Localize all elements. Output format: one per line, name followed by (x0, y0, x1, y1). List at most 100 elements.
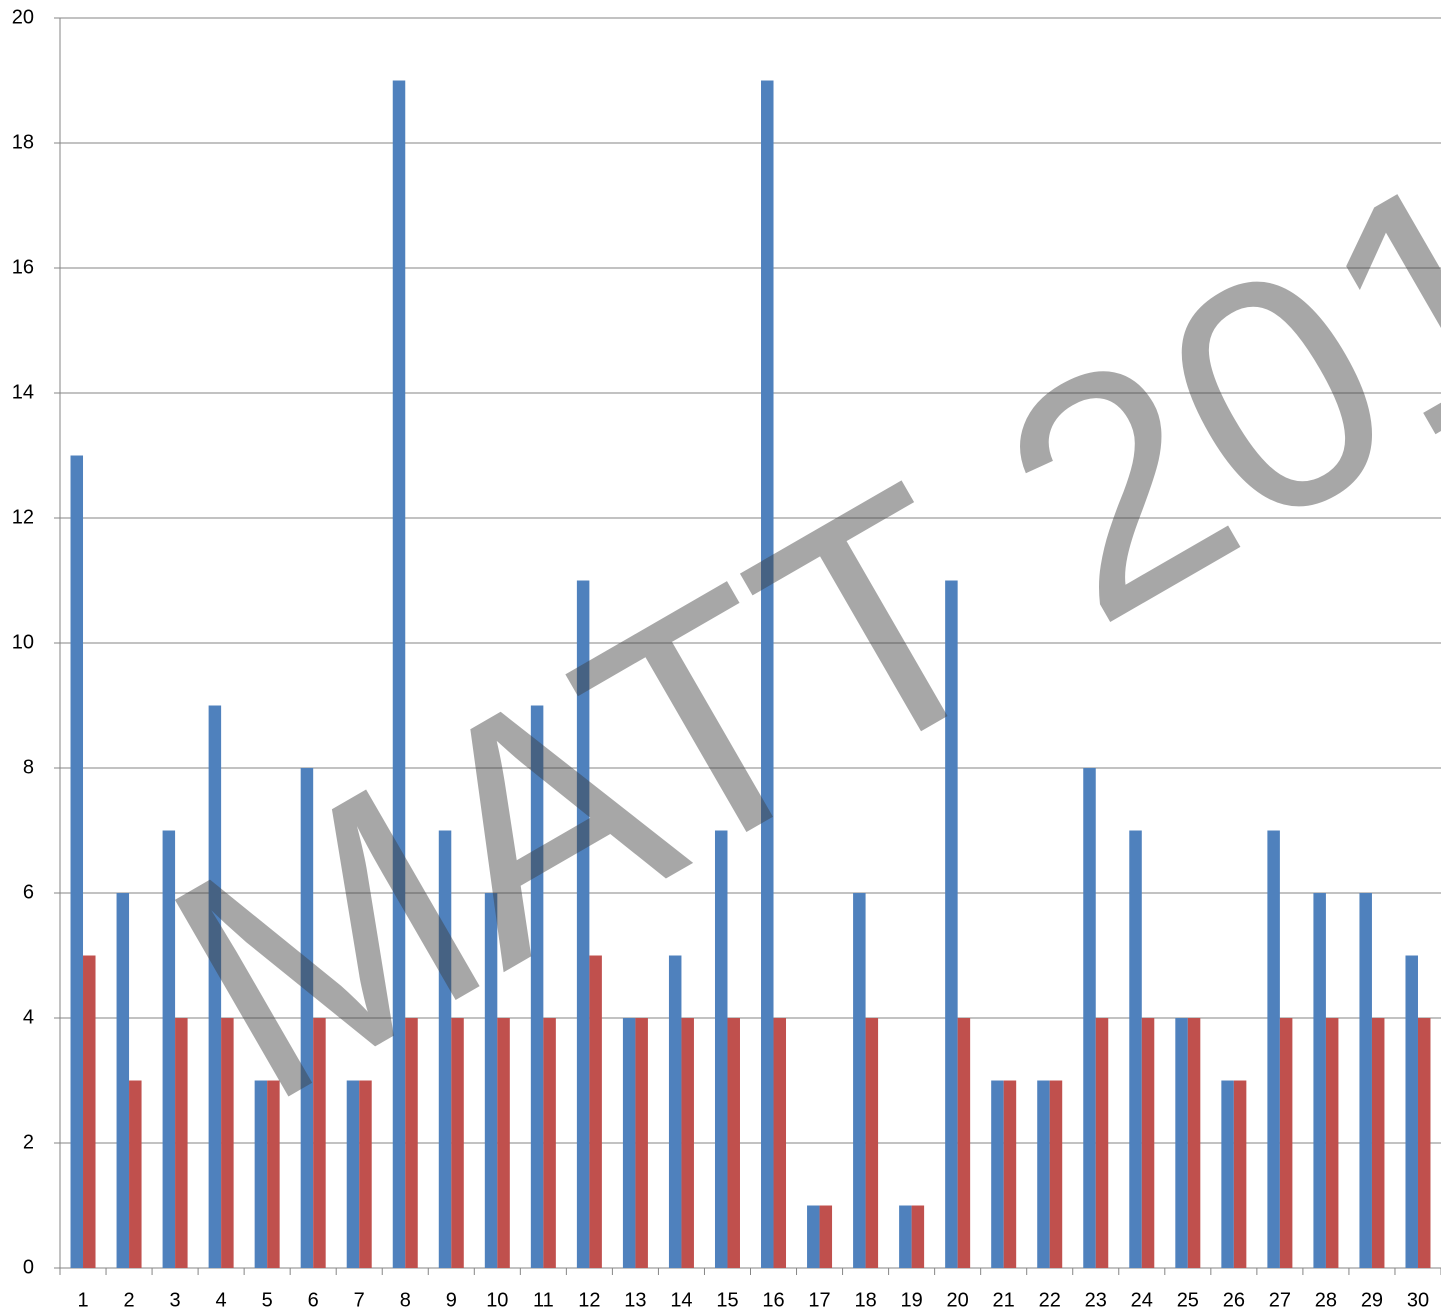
y-tick-label: 8 (23, 756, 34, 778)
bar (392, 80, 406, 1268)
bar (957, 1018, 971, 1268)
bar (1279, 1018, 1293, 1268)
bar (359, 1080, 372, 1268)
bar (484, 893, 498, 1268)
bar (714, 830, 728, 1268)
bar (1129, 830, 1142, 1268)
bar (451, 1018, 464, 1268)
bar (1175, 1018, 1188, 1268)
x-tick-label: 7 (354, 1289, 365, 1311)
bar (497, 1018, 510, 1268)
x-tick-label: 3 (170, 1289, 181, 1311)
bar (1359, 893, 1372, 1268)
x-tick-label: 29 (1361, 1289, 1383, 1311)
x-tick-label: 21 (993, 1289, 1015, 1311)
bar (129, 1080, 142, 1268)
x-tick-label: 30 (1407, 1289, 1429, 1311)
x-tick-label: 18 (854, 1289, 876, 1311)
bar (1141, 1018, 1155, 1268)
bar (945, 580, 958, 1268)
y-tick-label: 16 (12, 256, 34, 278)
x-tick-label: 13 (624, 1289, 646, 1311)
watermark: MATT 201 (116, 96, 1441, 1171)
y-tick-label: 10 (12, 631, 34, 653)
bar (254, 1080, 268, 1268)
x-tick-label: 4 (216, 1289, 227, 1311)
bar (635, 1018, 648, 1268)
bar (543, 1018, 556, 1268)
x-tick-label: 22 (1039, 1289, 1061, 1311)
x-tick-label: 16 (762, 1289, 784, 1311)
bar (346, 1080, 360, 1268)
bar (911, 1205, 925, 1268)
bar (1049, 1080, 1063, 1268)
y-tick-label: 6 (23, 881, 34, 903)
y-tick-label: 4 (23, 1006, 34, 1028)
bar (589, 955, 602, 1268)
bar (1095, 1018, 1109, 1268)
x-tick-label: 2 (123, 1289, 134, 1311)
x-tick-label: 8 (400, 1289, 411, 1311)
bar (116, 893, 130, 1268)
bar (1417, 1018, 1431, 1268)
y-tick-label: 20 (12, 6, 34, 28)
x-tick-label: 19 (900, 1289, 922, 1311)
x-tick-label: 27 (1269, 1289, 1291, 1311)
bar (773, 1018, 787, 1268)
y-tick-label: 0 (23, 1256, 34, 1278)
x-tick-label: 12 (578, 1289, 600, 1311)
x-tick-label: 15 (716, 1289, 738, 1311)
x-tick-label: 9 (446, 1289, 457, 1311)
bar (807, 1205, 820, 1268)
x-tick-label: 25 (1177, 1289, 1199, 1311)
x-tick-label: 11 (533, 1289, 554, 1311)
bar (1267, 830, 1280, 1268)
bar (727, 1018, 740, 1268)
bar (438, 830, 452, 1268)
bar (208, 705, 222, 1268)
x-tick-label: 14 (670, 1289, 692, 1311)
y-tick-label: 14 (12, 381, 34, 403)
x-tick-label: 1 (77, 1289, 88, 1311)
x-tick-label: 10 (486, 1289, 508, 1311)
bar (1187, 1018, 1201, 1268)
bar (761, 80, 774, 1268)
bar (1221, 1080, 1234, 1268)
x-tick-label: 5 (262, 1289, 273, 1311)
y-tick-label: 12 (12, 506, 34, 528)
x-tick-label: 17 (808, 1289, 830, 1311)
bar (1371, 1018, 1385, 1268)
bar (405, 1018, 418, 1268)
bar (300, 768, 314, 1268)
x-tick-label: 20 (947, 1289, 969, 1311)
bar (853, 893, 866, 1268)
bar (1083, 768, 1096, 1268)
bar (530, 705, 544, 1268)
bar (1037, 1080, 1050, 1268)
bar (576, 580, 590, 1268)
x-tick-label: 26 (1223, 1289, 1245, 1311)
bar (1325, 1018, 1339, 1268)
x-tick-label: 6 (308, 1289, 319, 1311)
bar (70, 455, 84, 1268)
y-tick-label: 2 (23, 1131, 34, 1153)
bar (221, 1018, 234, 1268)
x-tick-label: 28 (1315, 1289, 1337, 1311)
bar (175, 1018, 188, 1268)
bar (668, 955, 682, 1268)
bar (899, 1205, 912, 1268)
bar (681, 1018, 694, 1268)
bar (83, 955, 96, 1268)
bar (1233, 1080, 1247, 1268)
x-tick-label: 23 (1085, 1289, 1107, 1311)
bar (865, 1018, 879, 1268)
bar (162, 830, 176, 1268)
bar (267, 1080, 280, 1268)
x-tick-label: 24 (1131, 1289, 1153, 1311)
bar (991, 1080, 1004, 1268)
bar (1313, 893, 1326, 1268)
bar (1405, 955, 1418, 1268)
y-tick-label: 18 (12, 131, 34, 153)
bar (313, 1018, 326, 1268)
